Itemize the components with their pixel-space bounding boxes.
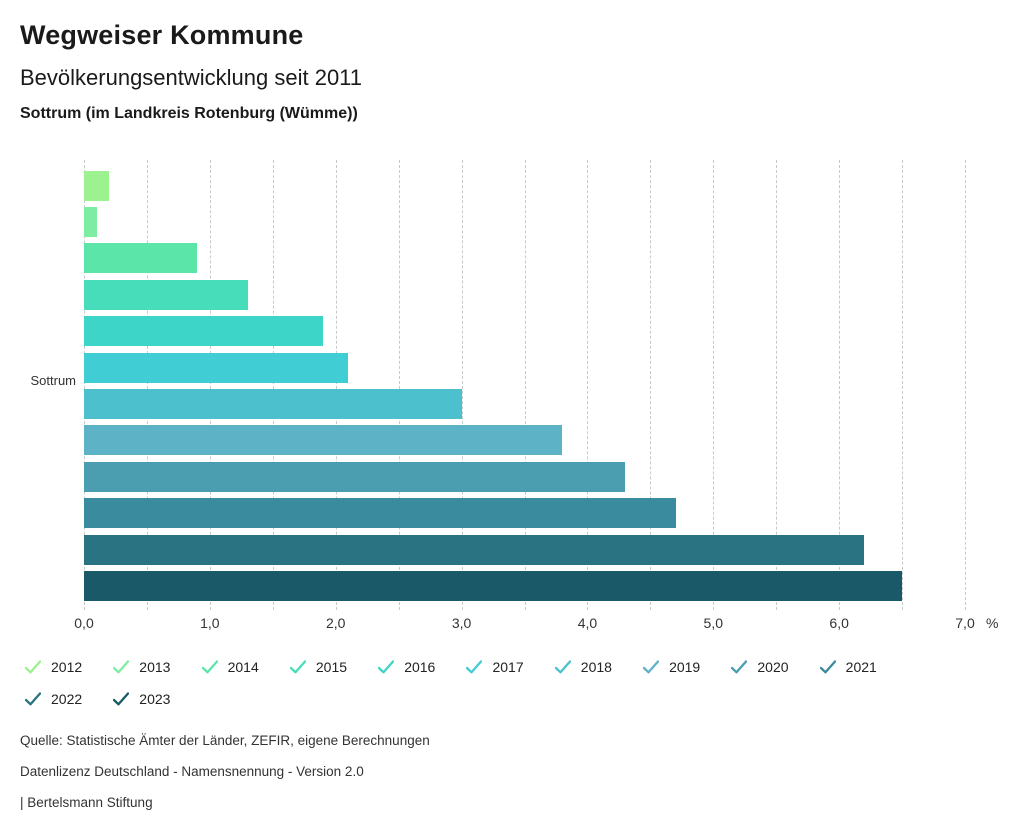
source-text: Quelle: Statistische Ämter der Länder, Z… [20,733,430,748]
legend-item-2012[interactable]: 2012 [20,652,108,682]
gridline [146,160,148,610]
legend-item-2021[interactable]: 2021 [815,652,903,682]
legend-year-label: 2013 [139,659,171,675]
legend-year-label: 2012 [51,659,83,675]
license-text: Datenlizenz Deutschland - Namensnennung … [20,764,364,779]
x-axis-tick-label: 5,0 [703,615,724,631]
bar-2019[interactable] [84,425,563,456]
bar-2017[interactable] [84,352,349,383]
legend-item-2017[interactable]: 2017 [461,652,549,682]
x-axis-tick-label: 7,0 [955,615,975,631]
legend-item-2019[interactable]: 2019 [638,652,726,682]
legend: 2012 2013 2014 2015 2016 2017 2018 2019 2020 2021… [20,652,915,716]
legend-year-label: 2022 [51,691,83,707]
legend-item-2014[interactable]: 2014 [197,652,285,682]
x-axis-tick-label: 4,0 [577,615,598,631]
gridline [713,160,715,610]
legend-item-2023[interactable]: 2023 [108,684,196,714]
legend-year-label: 2015 [315,659,348,675]
y-axis-category-label: Sottrum [30,373,76,388]
x-axis-unit-label: % [986,615,999,631]
legend-year-label: 2018 [580,659,612,675]
legend-item-2018[interactable]: 2018 [550,652,638,682]
checkmark-icon [289,660,306,674]
gridline [461,160,463,610]
checkmark-icon [113,660,130,674]
bar-chart-plot-area: 0,0 1,0 2,0 3,0 4,0 5,0 6,0 7,0 % [74,160,998,631]
legend-year-label: 2020 [757,659,789,675]
gridline [335,160,337,610]
gridline [776,160,778,610]
checkmark-icon [731,660,748,674]
legend-item-2013[interactable]: 2013 [108,652,196,682]
checkmark-icon [643,660,660,674]
bar-2014[interactable] [84,243,198,274]
checkmark-icon [466,660,483,674]
bar-2020[interactable] [84,461,626,492]
legend-item-2016[interactable]: 2016 [373,652,461,682]
gridline [650,160,652,610]
gridline [587,160,589,610]
bar-2013[interactable] [84,206,97,237]
legend-item-2020[interactable]: 2020 [726,652,814,682]
checkmark-icon [201,660,218,674]
page-title: Wegweiser Kommune [20,20,304,50]
x-axis-tick-label: 0,0 [74,615,94,631]
chart-region-subtitle: Sottrum (im Landkreis Rotenburg (Wümme)) [20,105,358,122]
legend-year-label: 2016 [404,659,436,675]
bar-2021[interactable] [84,498,676,529]
attribution-text: | Bertelsmann Stiftung [20,795,153,810]
bar-2016[interactable] [84,316,324,347]
bar-2015[interactable] [84,279,248,310]
checkmark-icon [25,660,41,674]
gridline [209,160,211,610]
bar-2012[interactable] [84,170,110,201]
x-axis-tick-label: 3,0 [451,615,472,631]
checkmark-icon [819,660,836,674]
legend-year-label: 2019 [669,659,701,675]
chart-title: Bevölkerungsentwicklung seit 2011 [20,65,363,90]
gridline [272,160,274,610]
gridline [398,160,400,610]
legend-item-2015[interactable]: 2015 [285,652,373,682]
checkmark-icon [378,660,395,674]
legend-item-2022[interactable]: 2022 [20,684,108,714]
gridline [84,160,85,610]
bar-2023[interactable] [84,570,903,601]
gridline [902,160,904,610]
gridline [965,160,966,610]
bar-2018[interactable] [84,388,462,419]
x-axis-tick-label: 6,0 [829,615,849,631]
checkmark-icon [25,692,41,706]
legend-year-label: 2023 [139,691,171,707]
gridline [839,160,841,610]
checkmark-icon [554,660,571,674]
x-axis-tick-label: 1,0 [200,615,220,631]
legend-year-label: 2017 [492,659,524,675]
gridline [524,160,526,610]
x-axis-tick-label: 2,0 [325,615,346,631]
bar-2022[interactable] [84,534,865,565]
checkmark-icon [113,692,130,706]
chart-header: Wegweiser Kommune Bevölkerungsentwicklun… [20,20,1000,123]
chart-footer: Quelle: Statistische Ämter der Länder, Z… [20,733,1000,826]
legend-year-label: 2014 [227,659,259,675]
legend-year-label: 2021 [845,659,877,675]
